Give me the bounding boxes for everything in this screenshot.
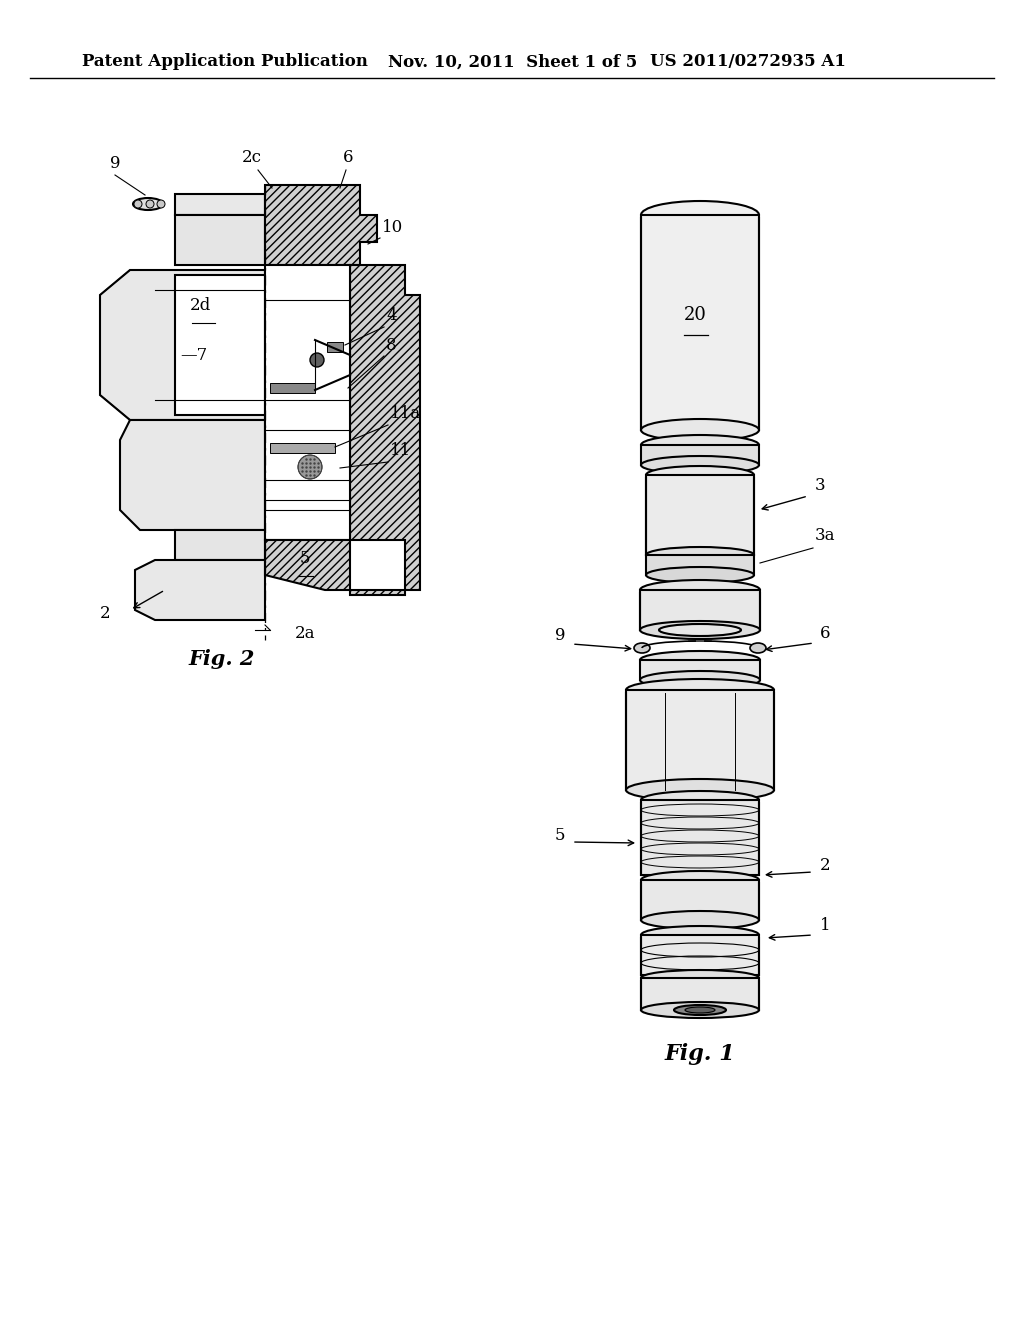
- Text: 5: 5: [555, 828, 565, 843]
- Ellipse shape: [640, 671, 760, 689]
- Ellipse shape: [640, 579, 760, 601]
- Ellipse shape: [646, 546, 754, 564]
- Polygon shape: [175, 275, 265, 414]
- Ellipse shape: [133, 198, 163, 210]
- Ellipse shape: [641, 201, 759, 228]
- Polygon shape: [646, 475, 754, 554]
- Ellipse shape: [641, 418, 759, 441]
- Polygon shape: [270, 383, 315, 393]
- Polygon shape: [135, 560, 265, 620]
- Text: 2c: 2c: [242, 149, 262, 166]
- Polygon shape: [641, 445, 759, 465]
- Text: 5: 5: [300, 550, 310, 568]
- Polygon shape: [641, 880, 759, 920]
- Text: 3: 3: [815, 477, 825, 494]
- Polygon shape: [646, 554, 754, 576]
- Polygon shape: [641, 978, 759, 1010]
- Polygon shape: [626, 690, 774, 789]
- Text: 20: 20: [684, 306, 707, 323]
- Ellipse shape: [750, 643, 766, 653]
- Polygon shape: [641, 800, 759, 875]
- Text: Fig. 2: Fig. 2: [188, 649, 255, 669]
- Ellipse shape: [641, 1002, 759, 1018]
- Polygon shape: [640, 660, 760, 680]
- Polygon shape: [350, 265, 420, 590]
- Text: 2d: 2d: [189, 297, 211, 314]
- Ellipse shape: [640, 620, 760, 639]
- Text: 11: 11: [390, 442, 412, 459]
- Polygon shape: [120, 420, 265, 531]
- Text: 4: 4: [386, 308, 396, 323]
- Circle shape: [146, 201, 154, 209]
- Text: 2: 2: [820, 857, 830, 874]
- Ellipse shape: [659, 624, 741, 636]
- Ellipse shape: [674, 1005, 726, 1015]
- Ellipse shape: [634, 643, 650, 653]
- Circle shape: [134, 201, 142, 209]
- Text: 8: 8: [386, 337, 396, 354]
- Ellipse shape: [646, 568, 754, 583]
- Text: 11a: 11a: [390, 405, 421, 422]
- Ellipse shape: [641, 436, 759, 455]
- Circle shape: [298, 455, 322, 479]
- Ellipse shape: [626, 779, 774, 801]
- Ellipse shape: [646, 466, 754, 484]
- Ellipse shape: [641, 927, 759, 944]
- Polygon shape: [265, 540, 406, 595]
- Text: 2a: 2a: [295, 624, 315, 642]
- Text: 1: 1: [820, 917, 830, 935]
- Text: 10: 10: [382, 219, 403, 236]
- Ellipse shape: [641, 911, 759, 929]
- Polygon shape: [270, 444, 335, 453]
- Text: Fig. 1: Fig. 1: [665, 1043, 735, 1065]
- Polygon shape: [175, 194, 265, 215]
- Polygon shape: [265, 265, 350, 540]
- Polygon shape: [327, 342, 343, 352]
- Circle shape: [157, 201, 165, 209]
- Text: 9: 9: [110, 154, 120, 172]
- Polygon shape: [641, 215, 759, 430]
- Polygon shape: [100, 271, 265, 420]
- Text: —7: —7: [180, 347, 207, 364]
- Text: 6: 6: [343, 149, 353, 166]
- Ellipse shape: [626, 678, 774, 701]
- Polygon shape: [265, 185, 377, 265]
- Polygon shape: [640, 590, 760, 630]
- Ellipse shape: [641, 970, 759, 986]
- Circle shape: [310, 352, 324, 367]
- Text: 3a: 3a: [815, 527, 836, 544]
- Text: 6: 6: [820, 624, 830, 642]
- Ellipse shape: [641, 455, 759, 474]
- Text: 9: 9: [555, 627, 565, 644]
- Polygon shape: [641, 935, 759, 975]
- Text: US 2011/0272935 A1: US 2011/0272935 A1: [650, 54, 846, 70]
- Ellipse shape: [641, 791, 759, 809]
- Ellipse shape: [685, 1007, 715, 1012]
- Text: Patent Application Publication: Patent Application Publication: [82, 54, 368, 70]
- Text: Nov. 10, 2011  Sheet 1 of 5: Nov. 10, 2011 Sheet 1 of 5: [388, 54, 637, 70]
- Text: 2: 2: [99, 605, 111, 622]
- Ellipse shape: [641, 871, 759, 888]
- Polygon shape: [175, 215, 265, 265]
- Ellipse shape: [640, 651, 760, 669]
- Polygon shape: [175, 531, 265, 560]
